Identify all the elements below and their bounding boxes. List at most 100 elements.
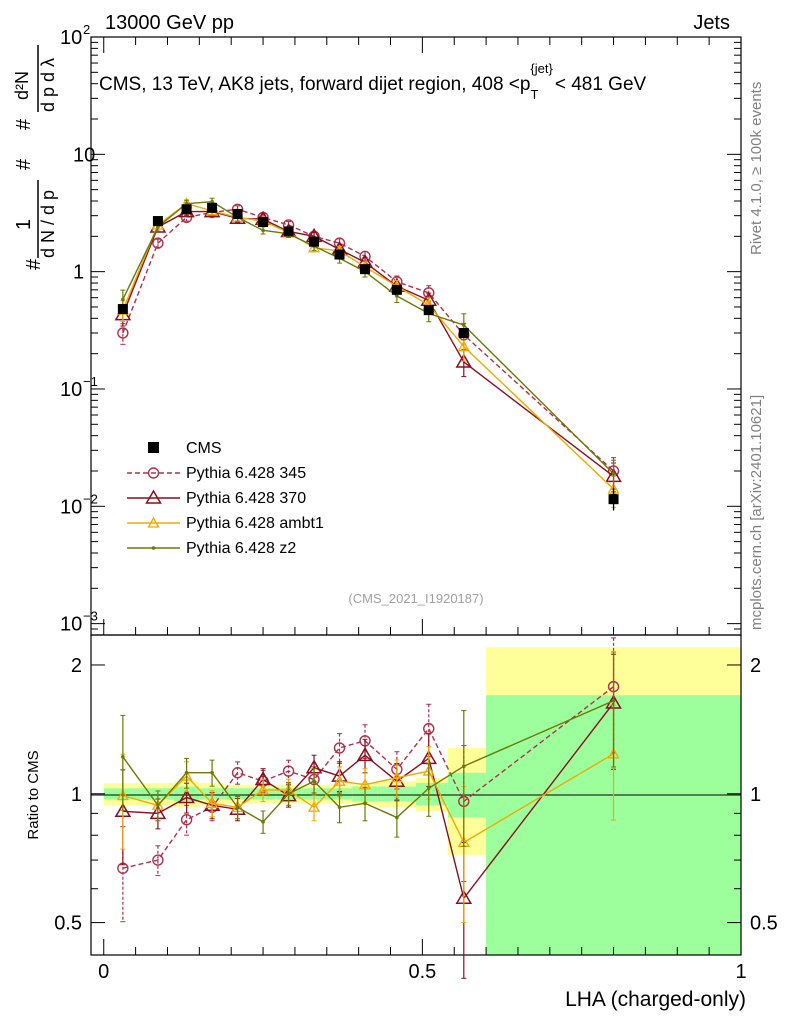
- data-point-dot: [184, 770, 189, 775]
- ratio-z2-line: [122, 700, 614, 823]
- data-point-circle: [147, 467, 160, 479]
- main-y-tick-exponent: −1: [83, 374, 98, 389]
- data-point-dot: [156, 225, 160, 229]
- data-point-triangle: [307, 800, 321, 812]
- x-axis-label: LHA (charged-only): [565, 988, 746, 1011]
- legend-label-p370: Pythia 6.428 370: [186, 490, 306, 507]
- y-label-hash-1: #: [23, 258, 45, 270]
- legend: CMS Pythia 6.428 345 Pythia 6.428 370 Pythi…: [127, 440, 324, 557]
- data-point-dot: [210, 770, 214, 775]
- data-point-dot: [121, 297, 125, 302]
- data-point-dot: [261, 820, 265, 824]
- legend-label-cms: CMS: [186, 440, 222, 457]
- legend-label-p345: Pythia 6.428 345: [186, 465, 306, 482]
- data-point-square: [117, 304, 128, 315]
- data-point-dot: [286, 791, 291, 796]
- legend-label-z2: Pythia 6.428 z2: [186, 540, 296, 557]
- data-point-square: [334, 249, 345, 260]
- data-point-dot: [210, 199, 214, 204]
- main-y-tick-exponent: −2: [83, 491, 98, 506]
- data-point-dot: [395, 815, 399, 820]
- data-point-circle: [282, 765, 295, 777]
- data-point-dot: [151, 546, 156, 550]
- x-tick-label: 0: [98, 961, 109, 983]
- data-point-triangle: [178, 789, 195, 804]
- data-point-dot: [426, 786, 431, 791]
- ratio-y-axis-label: Ratio to CMS: [25, 750, 42, 839]
- data-point-triangle: [333, 774, 346, 786]
- data-point-square: [391, 284, 402, 295]
- ratio-y-tick-label-left: 0.5: [54, 913, 82, 935]
- plot-title-main: CMS, 13 TeV, AK8 jets, forward dijet reg…: [99, 74, 530, 95]
- ratio-y-tick-label-right: 2: [750, 655, 761, 677]
- data-point-dot: [337, 805, 342, 810]
- legend-label-ambt1: Pythia 6.428 ambt1: [186, 515, 324, 532]
- main-z2-line: [122, 200, 615, 475]
- ratio-y-tick-label-left: 2: [71, 655, 82, 677]
- ratio-y-tick-label-right: 1: [750, 784, 761, 806]
- data-point-dot: [235, 805, 240, 810]
- plot-title: CMS, 13 TeV, AK8 jets, forward dijet reg…: [99, 61, 647, 102]
- data-point-square: [181, 204, 192, 215]
- data-point-triangle: [457, 340, 470, 352]
- y-label-dn: d N / d p: [38, 190, 58, 258]
- data-point-dot: [611, 471, 616, 476]
- data-point-dot: [611, 698, 616, 703]
- data-point-square: [458, 327, 469, 338]
- data-point-square: [207, 202, 218, 213]
- plot-title-sup: {jet}: [530, 61, 553, 76]
- data-point-square: [258, 216, 269, 227]
- plot-title-sub: T: [530, 87, 538, 102]
- data-point-circle: [231, 767, 244, 779]
- x-tick-label: 0.5: [408, 961, 436, 983]
- data-point-circle: [152, 854, 164, 866]
- band-inner: [224, 788, 251, 800]
- header-right: Jets: [693, 12, 730, 34]
- data-point-dot: [261, 228, 265, 233]
- data-point-triangle: [356, 746, 374, 762]
- data-point-triangle: [145, 489, 162, 504]
- mcplots-source-label: mcplots.cern.ch [arXiv:2401.10621]: [748, 395, 765, 630]
- main-p345-line: [122, 208, 615, 472]
- main-p370-line: [122, 210, 614, 477]
- main-y-tick-label: 1: [73, 262, 84, 284]
- data-point-square: [423, 305, 434, 316]
- data-point-square: [283, 226, 294, 237]
- data-point-triangle: [147, 516, 160, 528]
- data-point-circle: [333, 742, 346, 754]
- ratio-y-tick-label-left: 1: [71, 784, 82, 806]
- data-point-dot: [363, 801, 367, 806]
- main-y-tick-label: 10: [60, 614, 82, 636]
- main-y-tick-exponent: 2: [83, 22, 90, 37]
- y-label-one: 1: [13, 219, 35, 230]
- y-label-hash-2: #: [13, 158, 35, 170]
- data-point-triangle: [256, 783, 270, 795]
- data-point-dot: [312, 779, 316, 784]
- plot-title-tail: < 481 GeV: [555, 74, 647, 95]
- data-point-square: [309, 236, 320, 247]
- data-point-square: [232, 209, 243, 220]
- data-point-circle: [117, 327, 129, 339]
- x-tick-label: 1: [735, 961, 746, 983]
- legend-marker-cms: [148, 442, 159, 453]
- data-point-dot: [461, 764, 466, 769]
- header-left: 13000 GeV pp: [105, 12, 234, 34]
- rivet-version-label: Rivet 4.1.0, ≥ 100k events: [748, 82, 765, 255]
- ratio-series-layer: [114, 637, 622, 979]
- data-point-square: [608, 494, 619, 505]
- main-series-layer: [114, 197, 622, 511]
- data-point-dot: [395, 294, 399, 298]
- data-point-dot: [461, 323, 466, 327]
- data-point-square: [360, 264, 371, 275]
- ratio-y-tick-label-right: 0.5: [750, 913, 778, 935]
- data-point-triangle: [390, 771, 403, 783]
- main-y-tick-label: 10: [60, 27, 82, 49]
- band-inner: [416, 782, 448, 806]
- y-label-d2n: d²N: [12, 71, 32, 100]
- data-point-circle: [152, 237, 164, 249]
- data-point-triangle: [455, 353, 473, 368]
- data-point-circle: [180, 813, 193, 826]
- main-y-tick-exponent: −3: [83, 609, 98, 624]
